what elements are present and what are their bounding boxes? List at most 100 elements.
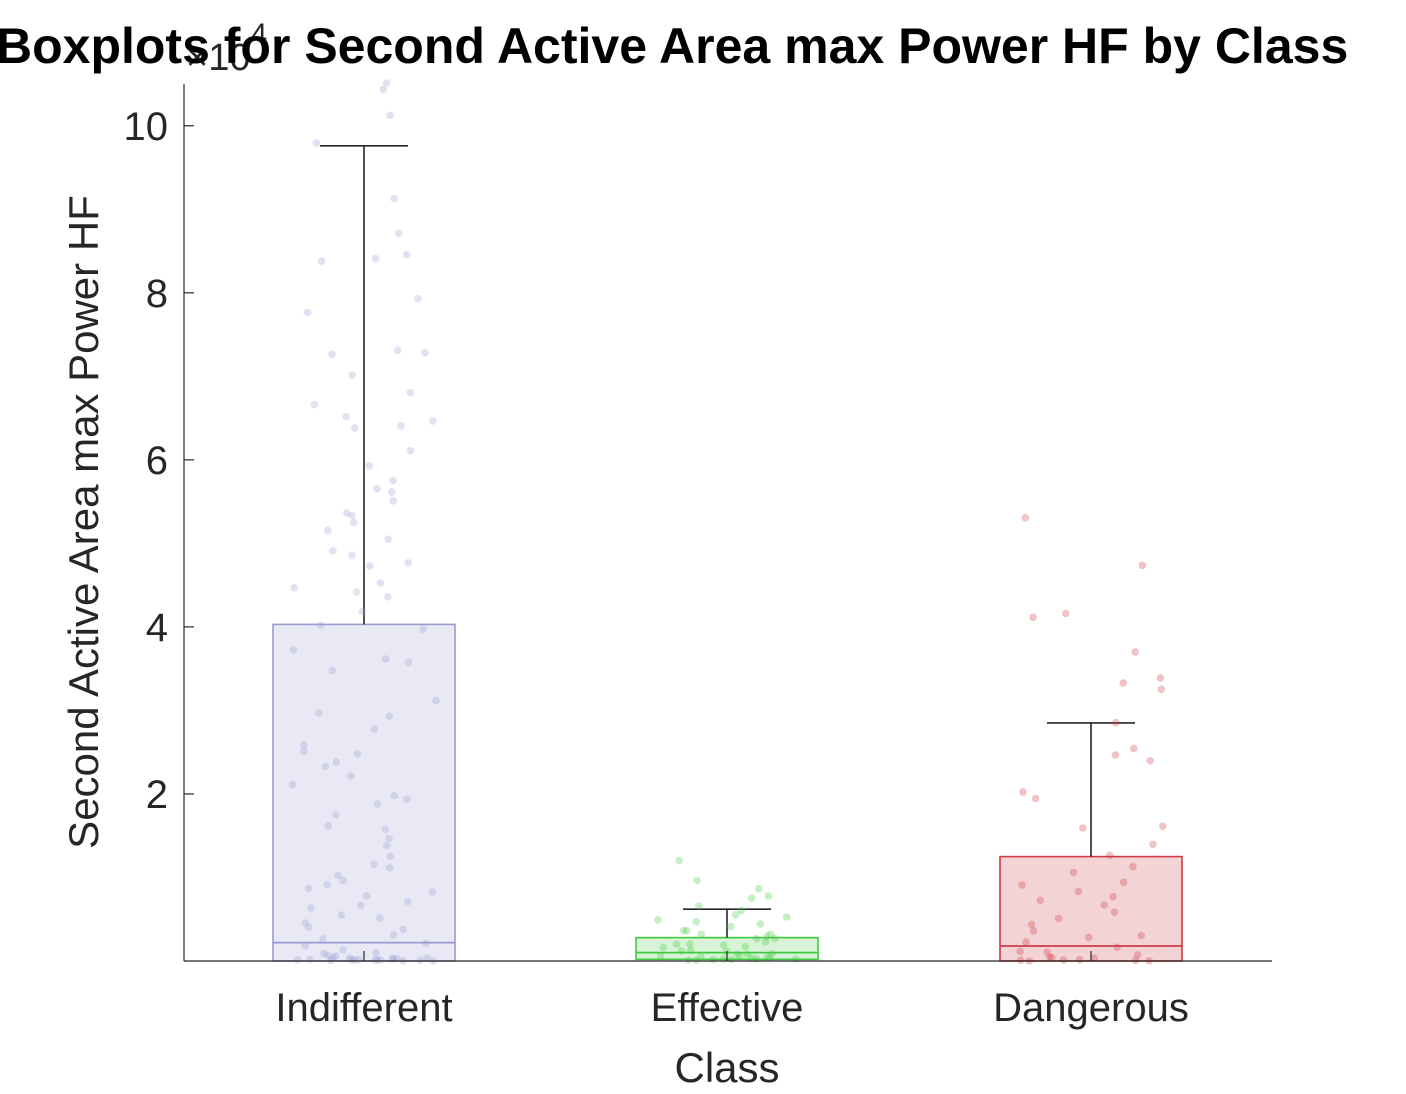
data-point bbox=[720, 941, 728, 950]
data-point bbox=[743, 950, 752, 958]
data-point bbox=[692, 956, 700, 964]
data-point bbox=[317, 257, 326, 266]
data-point bbox=[1106, 851, 1114, 860]
data-point bbox=[1113, 943, 1121, 951]
data-point bbox=[365, 562, 374, 570]
data-point bbox=[423, 954, 431, 962]
data-point bbox=[1119, 878, 1128, 887]
data-point bbox=[305, 923, 313, 931]
boxes-layer bbox=[272, 145, 1183, 962]
data-point bbox=[358, 607, 367, 616]
data-point bbox=[741, 942, 749, 951]
x-tick-label: Effective bbox=[651, 986, 804, 1030]
jitter-points-layer bbox=[288, 79, 1167, 965]
data-point bbox=[1131, 648, 1139, 656]
data-point bbox=[404, 658, 413, 667]
data-point bbox=[697, 930, 706, 938]
data-point bbox=[406, 446, 415, 455]
data-point bbox=[307, 904, 315, 912]
data-point bbox=[1018, 881, 1026, 889]
data-point bbox=[693, 876, 701, 885]
data-point bbox=[382, 79, 391, 87]
data-point bbox=[1045, 953, 1054, 961]
data-point bbox=[332, 811, 340, 819]
data-point bbox=[747, 894, 756, 902]
data-point bbox=[406, 388, 415, 397]
data-point bbox=[288, 780, 297, 789]
data-point bbox=[737, 906, 746, 915]
data-point bbox=[337, 911, 346, 919]
data-point bbox=[345, 954, 354, 962]
data-point bbox=[397, 422, 405, 430]
y-tick-label: 10 bbox=[124, 105, 169, 149]
data-point bbox=[428, 888, 437, 896]
data-point bbox=[1016, 956, 1025, 964]
data-point bbox=[422, 939, 430, 948]
data-point bbox=[1074, 887, 1083, 896]
data-point bbox=[362, 892, 371, 900]
data-point bbox=[384, 535, 393, 543]
data-point bbox=[373, 485, 381, 493]
data-point bbox=[1054, 914, 1063, 923]
data-point bbox=[1110, 908, 1119, 917]
data-point bbox=[381, 825, 390, 834]
data-point bbox=[386, 111, 394, 120]
data-point bbox=[304, 884, 313, 893]
data-point bbox=[677, 947, 686, 955]
data-point bbox=[672, 940, 681, 948]
data-point bbox=[339, 945, 347, 954]
data-point bbox=[1031, 794, 1040, 803]
data-point bbox=[1043, 948, 1051, 956]
box-dangerous bbox=[999, 855, 1183, 962]
data-point bbox=[384, 593, 392, 601]
data-point bbox=[1084, 933, 1093, 942]
data-point bbox=[1111, 718, 1120, 727]
data-point bbox=[301, 942, 309, 950]
data-point bbox=[353, 750, 362, 758]
data-point bbox=[329, 954, 337, 962]
data-point bbox=[659, 943, 668, 952]
ticks-layer: 2 4 6 8 10 Indifferent Effective Dangerous bbox=[124, 105, 1189, 1030]
data-point bbox=[1029, 927, 1038, 935]
data-point bbox=[1130, 744, 1138, 753]
data-point bbox=[379, 85, 388, 94]
data-point bbox=[372, 949, 380, 957]
data-point bbox=[348, 511, 356, 520]
data-point bbox=[747, 954, 756, 962]
data-point bbox=[365, 461, 374, 470]
data-point bbox=[1100, 901, 1108, 909]
data-point bbox=[385, 834, 393, 843]
data-point bbox=[356, 901, 365, 910]
x-tick-label: Indifferent bbox=[275, 986, 452, 1030]
data-point bbox=[376, 956, 385, 964]
data-point bbox=[399, 925, 408, 934]
y-tick-label: 6 bbox=[146, 439, 168, 483]
data-point bbox=[731, 911, 740, 919]
data-point bbox=[686, 940, 694, 948]
data-point bbox=[386, 852, 395, 860]
y-axis-exponent-label: ×104 bbox=[186, 18, 267, 79]
data-point bbox=[1156, 674, 1165, 682]
data-point bbox=[1079, 824, 1087, 832]
data-point bbox=[1159, 822, 1167, 830]
data-point bbox=[733, 950, 741, 958]
data-point bbox=[684, 956, 693, 964]
data-point bbox=[381, 655, 390, 663]
data-point bbox=[1138, 561, 1147, 570]
data-point bbox=[768, 950, 776, 958]
data-point bbox=[385, 712, 394, 720]
data-point bbox=[1149, 840, 1157, 849]
data-point bbox=[303, 308, 312, 317]
data-point bbox=[390, 791, 399, 800]
data-point bbox=[306, 955, 314, 964]
data-point bbox=[300, 741, 308, 749]
x-tick-label: Dangerous bbox=[993, 986, 1189, 1030]
data-point bbox=[429, 417, 437, 425]
data-point bbox=[323, 881, 331, 889]
data-point bbox=[696, 952, 705, 961]
data-point bbox=[683, 926, 691, 935]
data-point bbox=[675, 856, 683, 865]
data-point bbox=[403, 795, 411, 804]
data-point bbox=[371, 254, 380, 263]
data-point bbox=[376, 579, 385, 587]
